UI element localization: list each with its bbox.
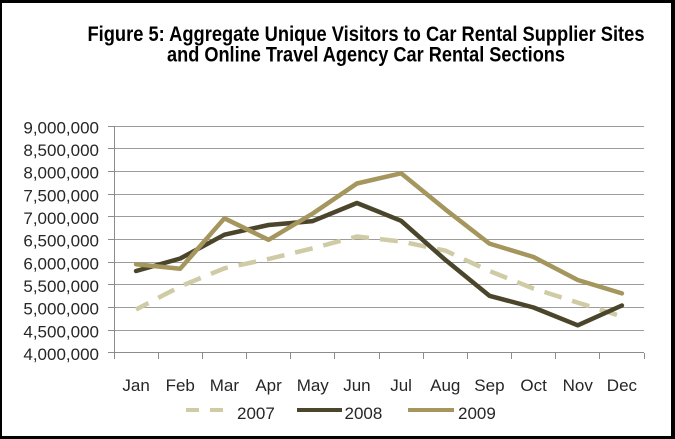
svg-text:Figure 5: Aggregate Unique Vis: Figure 5: Aggregate Unique Visitors to C… bbox=[88, 23, 645, 46]
svg-text:Aug: Aug bbox=[430, 376, 460, 395]
svg-text:6,500,000: 6,500,000 bbox=[23, 232, 99, 251]
svg-text:5,000,000: 5,000,000 bbox=[23, 300, 99, 319]
svg-text:Feb: Feb bbox=[166, 376, 195, 395]
svg-text:8,000,000: 8,000,000 bbox=[23, 164, 99, 183]
svg-text:4,500,000: 4,500,000 bbox=[23, 322, 99, 341]
svg-text:Sep: Sep bbox=[474, 376, 504, 395]
svg-text:8,500,000: 8,500,000 bbox=[23, 141, 99, 160]
svg-text:May: May bbox=[297, 376, 330, 395]
svg-text:Apr: Apr bbox=[255, 376, 282, 395]
svg-text:9,000,000: 9,000,000 bbox=[23, 118, 99, 137]
svg-text:2008: 2008 bbox=[345, 404, 383, 423]
svg-text:4,000,000: 4,000,000 bbox=[23, 345, 99, 364]
svg-text:Jun: Jun bbox=[343, 376, 370, 395]
svg-text:Mar: Mar bbox=[210, 376, 240, 395]
svg-text:and Online Travel Agency Car R: and Online Travel Agency Car Rental Sect… bbox=[167, 44, 565, 67]
svg-text:Jul: Jul bbox=[390, 376, 412, 395]
svg-text:7,000,000: 7,000,000 bbox=[23, 209, 99, 228]
svg-text:Jan: Jan bbox=[122, 376, 149, 395]
svg-text:2009: 2009 bbox=[458, 404, 496, 423]
svg-text:5,500,000: 5,500,000 bbox=[23, 277, 99, 296]
svg-text:Oct: Oct bbox=[520, 376, 547, 395]
svg-text:Nov: Nov bbox=[563, 376, 594, 395]
svg-text:6,000,000: 6,000,000 bbox=[23, 254, 99, 273]
svg-text:Dec: Dec bbox=[607, 376, 638, 395]
svg-text:2007: 2007 bbox=[237, 404, 275, 423]
svg-text:7,500,000: 7,500,000 bbox=[23, 186, 99, 205]
